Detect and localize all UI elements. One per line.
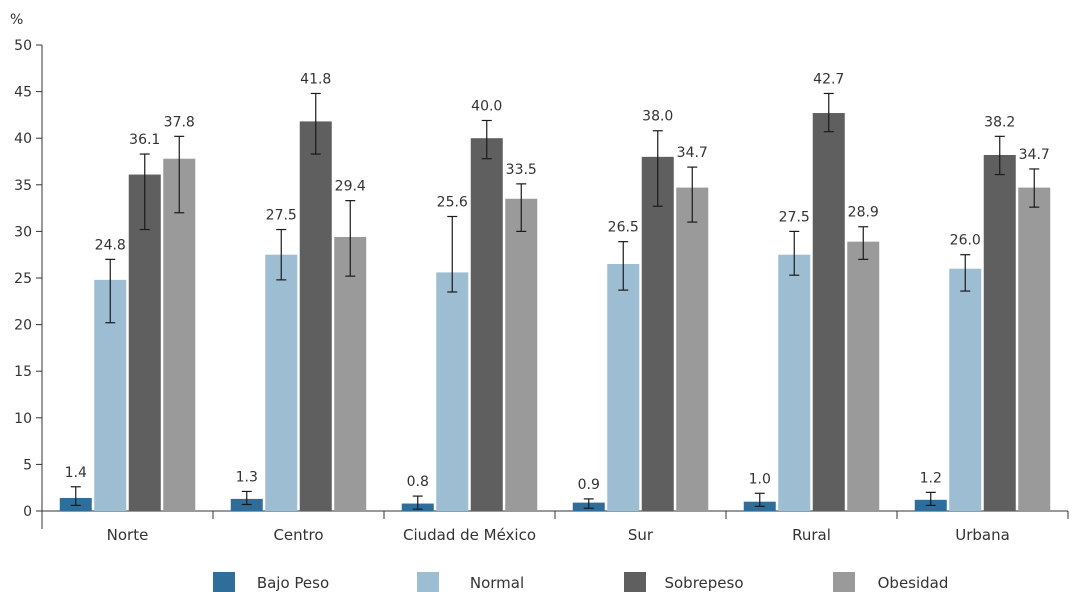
bar — [265, 254, 298, 511]
bar — [676, 187, 709, 511]
x-category-label: Centro — [273, 526, 323, 544]
data-label: 26.5 — [608, 220, 639, 236]
y-tick-label: 50 — [14, 38, 32, 54]
axes: % 0 5 10 15 20 25 30 35 40 45 50 Norte Centro Ciudad d… — [10, 12, 1069, 544]
data-label: 37.8 — [164, 114, 195, 130]
data-label: 28.9 — [848, 205, 879, 221]
y-tick-label: 5 — [23, 457, 32, 473]
legend-label: Sobrepeso — [664, 574, 743, 592]
data-label: 27.5 — [266, 208, 297, 224]
x-category-label: Rural — [792, 526, 831, 544]
data-label: 1.4 — [65, 465, 87, 481]
x-category-label: Sur — [628, 526, 654, 544]
bar — [436, 272, 469, 511]
data-label: 40.0 — [471, 98, 502, 114]
data-label: 1.3 — [236, 469, 258, 485]
bar — [847, 241, 880, 512]
data-label: 42.7 — [813, 71, 844, 87]
data-label: 27.5 — [779, 209, 810, 225]
data-label: 34.7 — [1019, 147, 1050, 163]
bar — [607, 264, 640, 511]
bar — [163, 158, 196, 512]
bar — [983, 154, 1016, 511]
bar — [334, 236, 367, 511]
bar — [778, 254, 811, 511]
y-tick-label: 20 — [14, 318, 32, 334]
data-label: 25.6 — [437, 194, 468, 210]
x-category-label: Urbana — [955, 526, 1010, 544]
data-label: 1.2 — [920, 470, 942, 486]
data-label: 38.2 — [984, 114, 1015, 130]
legend-label: Obesidad — [878, 574, 949, 592]
bars: 1.4 24.8 36.137.8 1.3 27.5 41.8 29.4 0.8 25.6 40.… — [59, 71, 1051, 512]
y-tick-label: 10 — [14, 411, 32, 427]
legend-swatch — [213, 572, 235, 592]
legend-swatch — [833, 572, 855, 592]
data-label: 1.0 — [749, 471, 771, 487]
legend-swatch — [624, 572, 646, 592]
y-tick-label: 40 — [14, 131, 32, 147]
y-tick-label: 35 — [14, 178, 32, 194]
x-category-label: Norte — [107, 526, 149, 544]
y-tick-label: 0 — [23, 504, 32, 520]
y-tick-label: 30 — [14, 224, 32, 240]
y-tick-label: 25 — [14, 271, 32, 287]
y-tick-label: 15 — [14, 364, 32, 380]
legend: Bajo Peso Normal Sobrepeso Obesidad — [213, 572, 948, 592]
data-label: 0.8 — [407, 474, 429, 490]
data-label: 24.8 — [95, 237, 126, 253]
bar — [1018, 187, 1051, 511]
bar — [470, 138, 503, 511]
bar — [949, 268, 982, 511]
x-category-label: Ciudad de México — [403, 526, 536, 544]
legend-label: Normal — [470, 574, 524, 592]
legend-label: Bajo Peso — [257, 574, 329, 592]
data-label: 41.8 — [300, 71, 331, 87]
bar — [128, 174, 161, 511]
data-label: 33.5 — [506, 162, 537, 178]
data-label: 34.7 — [677, 145, 708, 161]
y-axis-label: % — [10, 12, 23, 28]
data-label: 26.0 — [950, 233, 981, 249]
bar — [812, 113, 845, 511]
bar — [505, 198, 538, 511]
data-label: 38.0 — [642, 109, 673, 125]
y-tick-label: 45 — [14, 85, 32, 101]
data-label: 29.4 — [335, 179, 366, 195]
data-label: 0.9 — [578, 477, 600, 493]
data-label: 36.1 — [129, 132, 160, 148]
legend-swatch — [417, 572, 439, 592]
bar — [641, 156, 674, 511]
bar — [299, 121, 332, 511]
